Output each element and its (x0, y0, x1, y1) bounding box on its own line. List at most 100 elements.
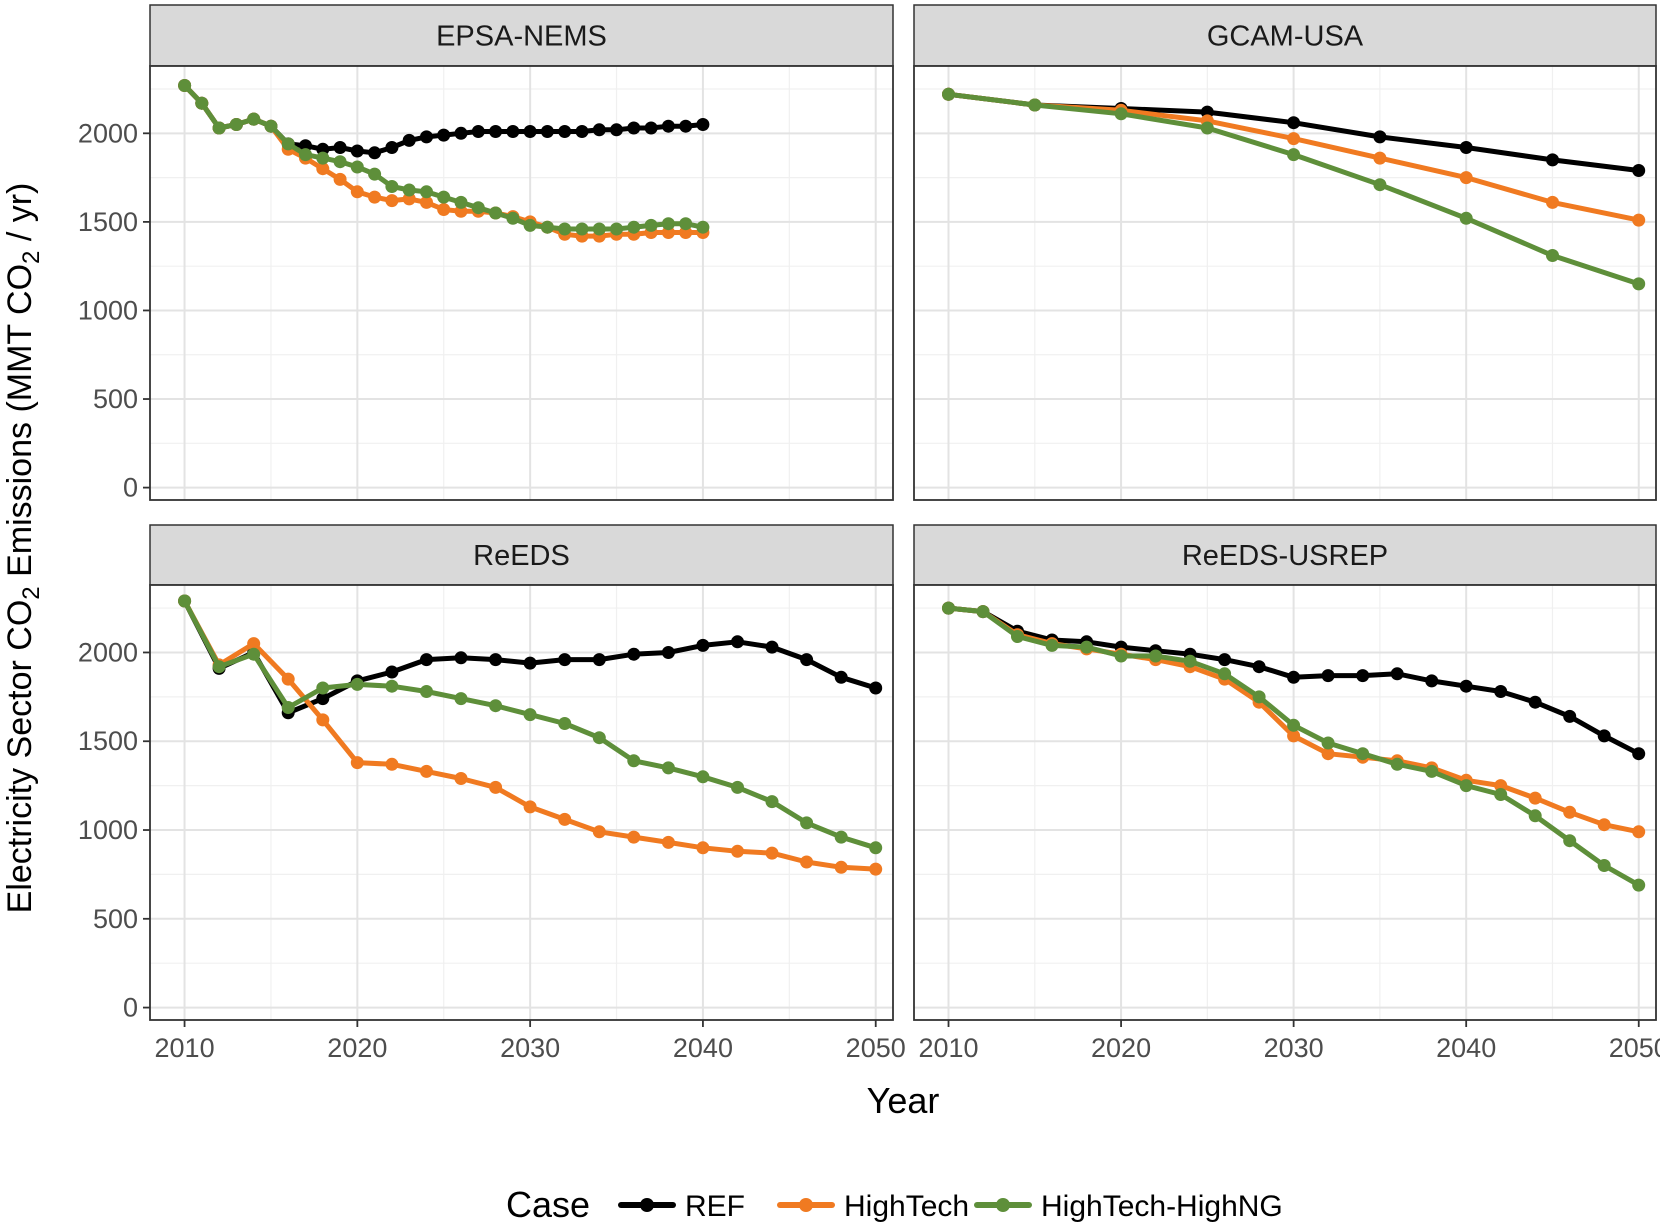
data-point-hightech-highng (575, 222, 589, 236)
data-point-hightech-highng (212, 121, 226, 135)
data-point-hightech-highng (402, 183, 416, 197)
data-point-hightech-highng (679, 217, 693, 231)
data-point-hightech (1563, 805, 1577, 819)
data-point-ref (316, 692, 330, 706)
data-point-hightech-highng (281, 701, 295, 714)
data-point-hightech-highng (195, 96, 209, 110)
data-point-ref (1218, 653, 1232, 667)
data-point-ref (610, 123, 623, 137)
data-point-hightech (489, 780, 503, 794)
data-point-ref (800, 653, 814, 667)
legend-key-point (640, 1198, 654, 1212)
x-tick-label: 2010 (918, 1033, 978, 1063)
data-point-hightech-highng (1321, 736, 1335, 750)
data-point-hightech-highng (1028, 98, 1042, 112)
panel-border (913, 584, 1657, 1021)
x-tick-label: 2020 (1091, 1033, 1151, 1063)
data-point-hightech (523, 800, 537, 814)
data-point-ref (420, 653, 433, 667)
data-point-hightech-highng (731, 780, 744, 794)
data-point-ref (471, 125, 485, 138)
data-point-hightech (661, 835, 675, 849)
data-point-hightech-highng (420, 185, 433, 199)
data-point-hightech-highng (281, 137, 295, 151)
data-point-hightech (869, 862, 883, 876)
y-tick-label: 1000 (78, 815, 138, 845)
gridlines (914, 585, 1656, 1020)
data-point-hightech-highng (558, 222, 572, 236)
data-point-hightech (385, 194, 399, 208)
data-point-ref (1459, 679, 1473, 693)
data-point-hightech-highng (1546, 249, 1559, 262)
data-point-hightech (385, 757, 399, 771)
data-point-ref (1494, 685, 1508, 698)
data-point-hightech-highng (869, 841, 883, 855)
data-point-hightech-highng (1200, 121, 1214, 135)
y-title-part: / yr) (1, 183, 39, 251)
data-point-ref (1597, 729, 1611, 743)
data-point-ref (834, 670, 848, 684)
data-point-hightech-highng (471, 201, 485, 215)
data-point-ref (437, 128, 451, 142)
data-point-hightech-highng (1252, 690, 1266, 704)
data-point-hightech (437, 203, 451, 216)
data-point-ref (420, 130, 433, 144)
data-point-hightech-highng (942, 601, 955, 615)
data-point-hightech (333, 172, 347, 186)
legend-key-point (799, 1198, 813, 1212)
data-point-ref (696, 118, 710, 131)
data-point-hightech-highng (610, 222, 623, 236)
data-point-hightech-highng (696, 770, 710, 784)
data-point-hightech-highng (540, 220, 554, 234)
data-point-ref (644, 121, 658, 135)
chart-panels: EPSA-NEMS 0 500 1000 1500 2000 GCAM-USA ReEDS 0 5… (78, 4, 1660, 1063)
data-point-ref (540, 125, 554, 138)
data-point-hightech-highng (333, 155, 347, 169)
data-point-hightech-highng (1563, 834, 1577, 848)
panel-title: ReEDS-USREP (1182, 540, 1388, 572)
y-title-part: Emissions (MMT CO (1, 264, 39, 586)
data-point-hightech-highng (1149, 649, 1163, 663)
data-point-hightech (696, 841, 710, 855)
data-point-hightech (454, 772, 468, 785)
data-point-hightech-highng (437, 190, 451, 204)
data-point-hightech-highng (1114, 649, 1128, 663)
y-title-part: Electricity Sector CO (1, 600, 39, 914)
data-point-ref (558, 653, 572, 667)
data-point-hightech (316, 162, 330, 176)
data-point-hightech-highng (247, 647, 261, 661)
data-point-hightech-highng (1494, 788, 1508, 801)
data-point-hightech (1373, 151, 1387, 165)
data-point-hightech-highng (696, 220, 710, 234)
data-point-hightech (247, 637, 261, 651)
panel-border (149, 584, 894, 1021)
data-point-hightech (420, 195, 433, 209)
data-point-hightech-highng (178, 79, 192, 92)
data-point-hightech (350, 185, 364, 199)
panel-strip (913, 524, 1657, 586)
data-point-hightech-highng (299, 148, 312, 162)
data-point-ref (1321, 669, 1335, 683)
y-title-subscript: 2 (18, 251, 45, 264)
panel-title: GCAM-USA (1207, 21, 1364, 53)
data-point-hightech-highng (1011, 630, 1024, 643)
y-tick-label: 1000 (78, 295, 138, 325)
data-point-ref (575, 125, 589, 138)
data-point-hightech-highng (661, 217, 675, 231)
data-point-ref (385, 141, 399, 154)
data-point-hightech (731, 844, 744, 858)
data-point-hightech-highng (1632, 277, 1646, 291)
data-point-hightech (592, 825, 606, 839)
data-point-hightech-highng (1373, 178, 1387, 192)
gridlines (914, 66, 1656, 500)
data-point-hightech (1287, 132, 1301, 146)
data-point-hightech (368, 190, 382, 204)
data-point-ref (627, 121, 641, 135)
panel-border (913, 65, 1657, 501)
legend-key-point (996, 1198, 1010, 1212)
data-point-hightech-highng (592, 222, 606, 236)
data-point-hightech-highng (1045, 638, 1059, 652)
data-point-ref (1563, 709, 1577, 723)
data-point-hightech (1494, 779, 1508, 793)
